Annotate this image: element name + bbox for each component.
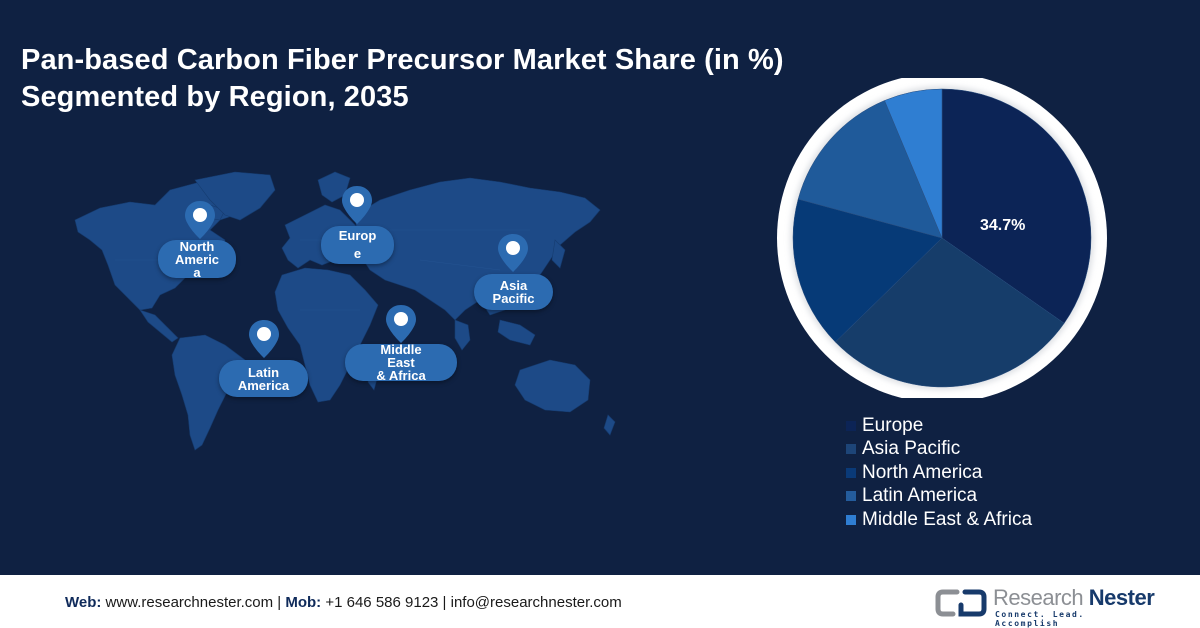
- web-value[interactable]: www.researchnester.com |: [101, 594, 286, 611]
- pie-slices: [792, 88, 1092, 388]
- logo-mark-icon: [935, 589, 987, 617]
- legend-item-middle-east-africa: Middle East & Africa: [846, 508, 1032, 532]
- contact-info: Web: www.researchnester.com | Mob: +1 64…: [65, 594, 622, 611]
- chart-legend: Europe Asia Pacific North America Latin …: [846, 414, 1032, 532]
- mob-label: Mob:: [285, 594, 322, 611]
- footer: Web: www.researchnester.com | Mob: +1 64…: [0, 575, 1200, 628]
- pie-slice-north-america: [792, 198, 943, 343]
- chart-title: Pan-based Carbon Fiber Precursor Market …: [21, 42, 784, 116]
- pie-slice-latin-america: [797, 100, 943, 239]
- map-marker-latin-america[interactable]: Latin America: [219, 360, 308, 397]
- web-label: Web:: [65, 594, 102, 611]
- location-pin-icon: [386, 305, 416, 343]
- legend-item-asia-pacific: Asia Pacific: [846, 438, 1032, 462]
- map-marker-asia-pacific[interactable]: Asia Pacific: [474, 274, 553, 310]
- mob-value[interactable]: +1 646 586 9123 | info@researchnester.co…: [321, 594, 622, 611]
- pie-chart: [777, 78, 1107, 398]
- location-pin-icon: [185, 201, 215, 239]
- infographic: Pan-based Carbon Fiber Precursor Market …: [0, 0, 1200, 575]
- logo-name: Research Nester: [993, 585, 1155, 610]
- legend-item-north-america: North America: [846, 461, 1032, 485]
- map-marker-europe[interactable]: Europ e: [321, 226, 394, 264]
- pie-slice-middle-east-africa: [884, 88, 943, 239]
- map-marker-middle-east-africa[interactable]: Middle East & Africa: [345, 343, 457, 382]
- pie-slice-europe: [941, 88, 1092, 324]
- legend-swatch: [846, 444, 856, 455]
- legend-swatch: [846, 467, 856, 478]
- title-line-1: Pan-based Carbon Fiber Precursor Market …: [21, 44, 784, 76]
- legend-swatch: [846, 514, 856, 525]
- location-pin-icon: [498, 234, 528, 272]
- location-pin-icon: [342, 186, 372, 224]
- pie-label-europe: 34.7%: [980, 217, 1026, 234]
- legend-item-latin-america: Latin America: [846, 485, 1032, 509]
- pie-slice-asia-pacific: [834, 237, 1065, 388]
- title-line-2: Segmented by Region, 2035: [21, 81, 409, 113]
- legend-swatch: [846, 491, 856, 502]
- logo-tagline: Connect. Lead. Accomplish: [995, 610, 1085, 628]
- research-nester-logo: Research Nester Connect. Lead. Accomplis…: [935, 585, 1155, 628]
- map-marker-north-america[interactable]: North Americ a: [158, 240, 236, 279]
- legend-swatch: [846, 420, 856, 431]
- location-pin-icon: [249, 320, 279, 358]
- legend-item-europe: Europe: [846, 414, 1032, 438]
